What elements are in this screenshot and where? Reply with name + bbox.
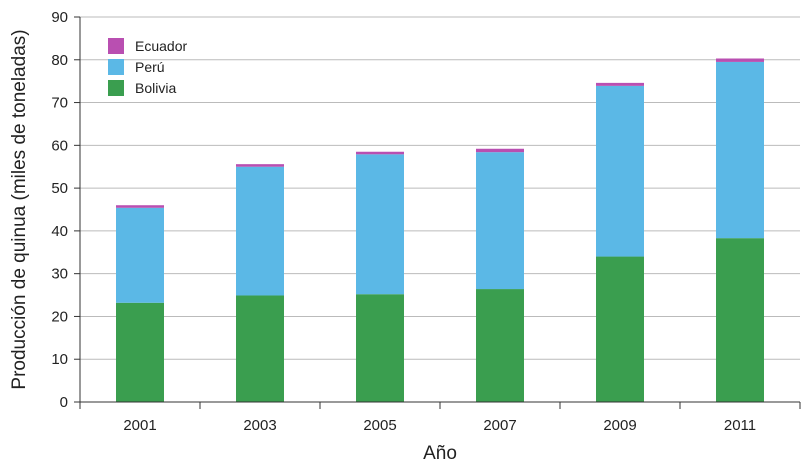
y-tick-label: 40 — [51, 223, 68, 240]
bar-ecuador-2005 — [356, 151, 404, 155]
x-axis-title: Año — [423, 443, 457, 464]
legend: Ecuador Perú Bolivia — [108, 38, 187, 96]
bar-per--2009 — [596, 85, 644, 257]
legend-swatch-per- — [108, 59, 124, 75]
legend-label-per-: Perú — [135, 59, 165, 75]
bar-ecuador-2009 — [596, 82, 644, 86]
y-tick-labels: 0 10 20 30 40 50 60 70 80 90 — [51, 9, 80, 411]
y-tick-label: 90 — [51, 9, 68, 26]
bar-per--2003 — [236, 166, 284, 296]
x-tick-label: 2005 — [363, 417, 396, 434]
x-tick-label: 2007 — [483, 417, 516, 434]
bar-per--2007 — [476, 152, 524, 290]
bar-bolivia-2001 — [116, 302, 164, 402]
y-tick-label: 50 — [51, 180, 68, 197]
bar-ecuador-2001 — [116, 205, 164, 208]
bars — [116, 58, 764, 402]
bar-per--2011 — [716, 61, 764, 239]
x-tick-label: 2009 — [603, 417, 636, 434]
bar-bolivia-2011 — [716, 238, 764, 402]
bar-per--2001 — [116, 207, 164, 303]
x-tick-label: 2011 — [724, 417, 756, 434]
y-tick-label: 80 — [51, 52, 68, 69]
bar-bolivia-2005 — [356, 294, 404, 402]
axes — [79, 17, 800, 403]
x-tick-label: 2003 — [243, 417, 276, 434]
legend-label-ecuador: Ecuador — [135, 38, 187, 54]
y-axis-title: Producción de quinua (miles de toneladas… — [9, 29, 30, 389]
bar-per--2005 — [356, 154, 404, 295]
bar-bolivia-2009 — [596, 256, 644, 402]
bar-ecuador-2011 — [716, 58, 764, 62]
y-tick-label: 0 — [60, 394, 68, 411]
legend-swatch-bolivia — [108, 80, 124, 96]
y-tick-label: 10 — [51, 351, 68, 368]
legend-swatch-ecuador — [108, 38, 124, 54]
x-tick-label: 2001 — [123, 417, 156, 434]
gridlines — [80, 16, 800, 360]
y-tick-label: 20 — [51, 308, 68, 325]
bar-ecuador-2007 — [476, 148, 524, 153]
y-tick-label: 60 — [51, 137, 68, 154]
bar-ecuador-2003 — [236, 164, 284, 167]
bar-bolivia-2007 — [476, 289, 524, 402]
bar-bolivia-2003 — [236, 295, 284, 402]
y-tick-label: 30 — [51, 266, 68, 283]
y-tick-label: 70 — [51, 95, 68, 112]
x-tick-labels: 2001 2003 2005 2007 2009 2011 — [79, 402, 801, 434]
legend-label-bolivia: Bolivia — [135, 80, 176, 96]
